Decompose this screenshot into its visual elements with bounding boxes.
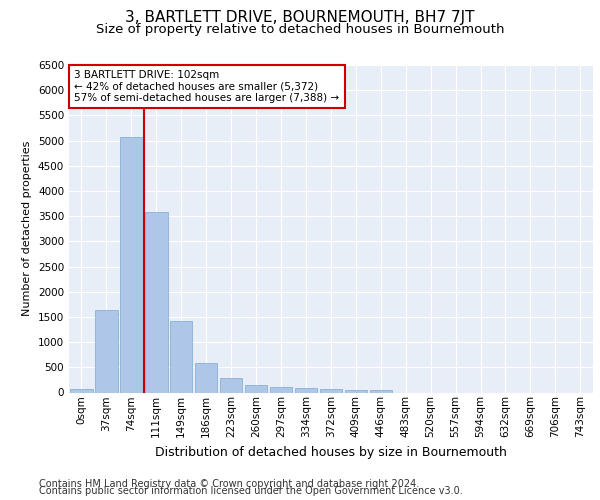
- Bar: [370, 390, 392, 392]
- Text: 3 BARTLETT DRIVE: 102sqm
← 42% of detached houses are smaller (5,372)
57% of sem: 3 BARTLETT DRIVE: 102sqm ← 42% of detach…: [74, 70, 340, 103]
- Bar: [145, 212, 167, 392]
- Bar: [245, 385, 267, 392]
- Bar: [170, 322, 193, 392]
- Bar: [320, 390, 342, 392]
- Bar: [195, 364, 217, 392]
- Bar: [344, 390, 367, 392]
- Text: Size of property relative to detached houses in Bournemouth: Size of property relative to detached ho…: [96, 22, 504, 36]
- Text: 3, BARTLETT DRIVE, BOURNEMOUTH, BH7 7JT: 3, BARTLETT DRIVE, BOURNEMOUTH, BH7 7JT: [125, 10, 475, 25]
- Y-axis label: Number of detached properties: Number of detached properties: [22, 141, 32, 316]
- Bar: [95, 310, 118, 392]
- Bar: [120, 136, 143, 392]
- X-axis label: Distribution of detached houses by size in Bournemouth: Distribution of detached houses by size …: [155, 446, 507, 458]
- Text: Contains HM Land Registry data © Crown copyright and database right 2024.: Contains HM Land Registry data © Crown c…: [39, 479, 419, 489]
- Bar: [220, 378, 242, 392]
- Bar: [70, 388, 92, 392]
- Text: Contains public sector information licensed under the Open Government Licence v3: Contains public sector information licen…: [39, 486, 463, 496]
- Bar: [295, 388, 317, 392]
- Bar: [270, 388, 292, 392]
